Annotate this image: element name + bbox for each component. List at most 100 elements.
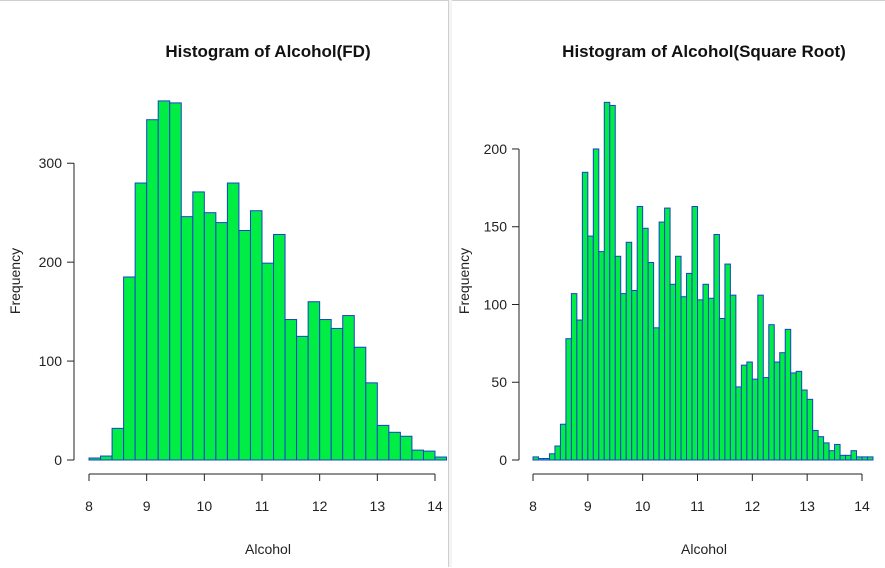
histogram-bar xyxy=(307,301,321,461)
histogram-bar xyxy=(570,293,578,461)
histogram-bar xyxy=(669,283,677,461)
histogram-bar xyxy=(330,327,344,461)
histogram-bar xyxy=(718,317,726,461)
histogram-bar xyxy=(828,450,836,461)
histogram-bar xyxy=(548,453,556,461)
x-tick-label: 11 xyxy=(255,498,270,514)
histogram-bar xyxy=(422,450,436,461)
x-tick-label: 8 xyxy=(529,498,537,514)
histogram-bar xyxy=(675,255,682,461)
histogram-bar xyxy=(411,449,424,461)
histogram-bar xyxy=(284,319,298,461)
histogram-bar xyxy=(537,458,545,461)
x-tick-label: 12 xyxy=(312,498,328,514)
histogram-bar xyxy=(735,386,742,461)
histogram-bar xyxy=(319,319,332,461)
histogram-bar xyxy=(850,450,858,461)
histogram-bar xyxy=(795,370,803,461)
histogram-bar xyxy=(790,372,797,461)
histogram-bar xyxy=(100,455,113,461)
histogram-bar xyxy=(157,100,171,461)
y-axis-label: Frequency xyxy=(456,248,472,314)
histogram-bar xyxy=(180,216,194,461)
histogram-bar xyxy=(111,427,125,461)
histogram-bar xyxy=(581,171,589,461)
histogram-bar xyxy=(724,263,731,461)
histogram-bar xyxy=(746,361,753,461)
histogram-bar xyxy=(273,233,286,461)
histogram-bar xyxy=(702,283,709,461)
histogram-bar xyxy=(598,251,605,461)
histogram-bar xyxy=(146,119,159,461)
histogram-bar xyxy=(845,454,852,461)
histogram-bar xyxy=(365,382,378,461)
histogram-bar xyxy=(376,424,390,461)
chart-title: Histogram of Alcohol(FD) xyxy=(165,42,370,61)
histogram-bar xyxy=(249,210,263,461)
panel-separator xyxy=(449,0,452,567)
x-tick-label: 10 xyxy=(197,498,213,514)
x-tick-label: 14 xyxy=(854,498,870,514)
y-tick-label: 0 xyxy=(499,452,507,468)
histogram-bar xyxy=(642,227,649,461)
histogram-bar xyxy=(342,315,355,461)
histogram-bar xyxy=(215,222,228,461)
histogram-bar xyxy=(691,206,699,461)
x-axis-label: Alcohol xyxy=(681,541,727,557)
histogram-bar xyxy=(88,457,102,461)
x-tick-label: 12 xyxy=(745,498,761,514)
histogram-bar xyxy=(636,206,644,461)
y-axis-label: Frequency xyxy=(7,248,23,314)
x-tick-label: 13 xyxy=(799,498,815,514)
histogram-bar xyxy=(664,207,671,461)
histogram-bar xyxy=(762,377,770,461)
y-tick-label: 200 xyxy=(39,254,63,270)
histogram-bar xyxy=(751,378,759,461)
histogram-bar xyxy=(856,456,863,461)
x-tick-label: 8 xyxy=(85,498,93,514)
histogram-bar xyxy=(768,324,775,461)
x-tick-label: 11 xyxy=(690,498,705,514)
histogram-bar xyxy=(653,327,660,461)
bars xyxy=(532,101,874,461)
x-tick-label: 10 xyxy=(635,498,651,514)
histogram-bar xyxy=(261,262,275,461)
histogram-bar xyxy=(631,290,638,461)
axes: 0 100 200 300 8 9 10 11 12 13 14 xyxy=(39,155,443,514)
histogram-bar xyxy=(812,429,819,461)
histogram-bar xyxy=(434,456,448,461)
histogram-bar xyxy=(779,352,786,461)
histogram-bar xyxy=(587,235,594,461)
histogram-panel-fd: Histogram of Alcohol(FD) Alcohol Frequen… xyxy=(0,0,449,567)
histogram-bar xyxy=(697,299,704,461)
y-tick-label: 200 xyxy=(484,141,508,157)
histogram-bar xyxy=(823,442,830,461)
histogram-bar xyxy=(686,272,693,461)
histogram-bar xyxy=(226,182,240,461)
histogram-bar xyxy=(773,361,781,461)
histogram-bar xyxy=(134,182,148,461)
histogram-bar xyxy=(554,445,561,461)
histogram-bar xyxy=(647,262,655,461)
histogram-bar xyxy=(532,456,539,461)
x-axis-label: Alcohol xyxy=(245,541,291,557)
histogram-bar xyxy=(834,443,841,461)
chart-title: Histogram of Alcohol(Square Root) xyxy=(562,42,846,61)
histogram-bar xyxy=(817,436,825,461)
histogram-bar xyxy=(707,297,715,461)
histogram-bar xyxy=(861,456,868,461)
y-tick-label: 150 xyxy=(484,219,508,235)
y-tick-label: 50 xyxy=(491,374,507,390)
x-tick-label: 13 xyxy=(370,498,386,514)
histogram-bar xyxy=(388,431,401,461)
histogram-bar xyxy=(740,364,748,461)
histogram-bar xyxy=(839,454,847,461)
y-tick-label: 0 xyxy=(54,452,62,468)
histogram-bar xyxy=(658,221,666,461)
bars xyxy=(88,100,448,461)
histogram-sqrt-chart: Histogram of Alcohol(Square Root) Alcoho… xyxy=(456,42,874,557)
histogram-bar xyxy=(169,102,182,461)
histogram-bar xyxy=(806,398,814,461)
histogram-bar xyxy=(620,293,627,461)
x-tick-label: 9 xyxy=(143,498,151,514)
